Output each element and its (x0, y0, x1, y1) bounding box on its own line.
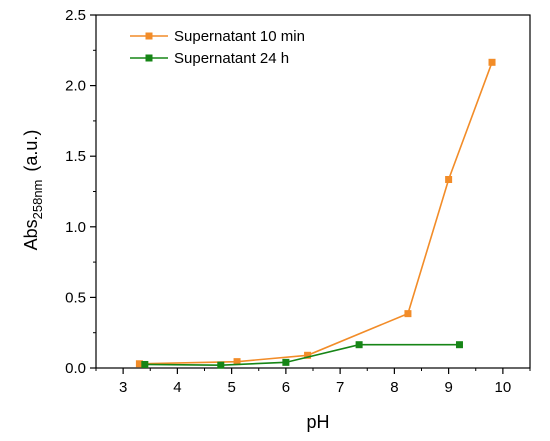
y-axis-label-subscript: 258nm (30, 180, 45, 220)
x-tick-label: 7 (336, 379, 344, 396)
data-point (217, 361, 225, 369)
legend-marker (145, 32, 153, 40)
legend-marker (145, 54, 153, 62)
x-tick-label: 5 (227, 379, 235, 396)
plot-frame (95, 14, 531, 369)
y-tick-label: 1.0 (65, 219, 86, 236)
axis-labels: pH Abs258nm (a.u.) (21, 130, 330, 432)
legend-label: Supernatant 10 min (174, 28, 305, 45)
data-point (282, 358, 290, 366)
y-axis-label-unit: (a.u.) (21, 130, 41, 172)
y-tick-label: 0.0 (65, 360, 86, 377)
y-tick-label: 1.5 (65, 148, 86, 165)
x-tick-label: 10 (495, 379, 512, 396)
y-axis-label: Abs258nm (a.u.) (21, 130, 45, 251)
data-point (445, 175, 453, 183)
y-tick-label: 2.5 (65, 7, 86, 24)
data-point (141, 360, 149, 368)
data-point (404, 310, 412, 318)
series-1 (135, 58, 496, 368)
data-point (135, 360, 143, 368)
data-point (304, 351, 312, 359)
x-tick-label: 4 (173, 379, 181, 396)
x-tick-label: 8 (390, 379, 398, 396)
legend-item: Supernatant 10 min (130, 28, 305, 45)
y-tick-label: 0.5 (65, 289, 86, 306)
y-axis-label-main: Abs (21, 219, 41, 250)
legend: Supernatant 10 min Supernatant 24 h (130, 28, 305, 67)
x-tick-label: 3 (119, 379, 127, 396)
data-point (233, 358, 241, 366)
axes: 3 4 5 6 7 8 9 10 0.0 0.5 1.0 1.5 2.0 2.5 (65, 7, 531, 396)
x-tick-label: 9 (444, 379, 452, 396)
x-tick-label: 6 (282, 379, 290, 396)
data-point (455, 341, 463, 349)
series-2 (141, 341, 463, 369)
legend-item: Supernatant 24 h (130, 50, 289, 67)
series-layer (135, 58, 496, 369)
series-line (139, 62, 493, 365)
y-tick-label: 2.0 (65, 78, 86, 95)
x-axis-label: pH (306, 412, 329, 432)
legend-label: Supernatant 24 h (174, 50, 289, 67)
data-point (488, 58, 496, 66)
data-point (355, 341, 363, 349)
